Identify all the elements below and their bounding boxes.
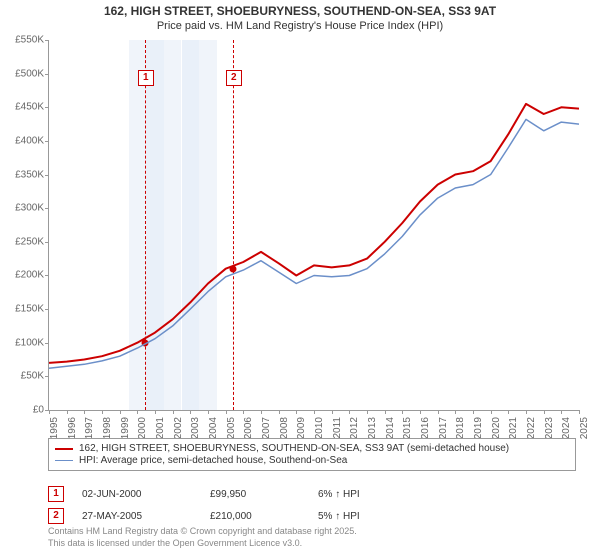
x-axis-label: 2024: [561, 417, 572, 439]
x-axis-label: 2009: [296, 417, 307, 439]
y-axis-label: £500K: [0, 68, 44, 79]
title-line-2: Price paid vs. HM Land Registry's House …: [0, 20, 600, 32]
x-axis-label: 2006: [243, 417, 254, 439]
x-axis-label: 2017: [438, 417, 449, 439]
y-axis-label: £250K: [0, 236, 44, 247]
event-index-box: 1: [48, 486, 64, 502]
x-axis-label: 2022: [526, 417, 537, 439]
x-axis-label: 2010: [314, 417, 325, 439]
legend-swatch: [55, 460, 73, 461]
x-axis-label: 1997: [84, 417, 95, 439]
y-axis-label: £300K: [0, 203, 44, 214]
chart-plot-area: 1995199619971998199920002001200220032004…: [48, 40, 579, 411]
y-axis-label: £100K: [0, 337, 44, 348]
x-axis-label: 2014: [385, 417, 396, 439]
footer-line-2: This data is licensed under the Open Gov…: [48, 538, 576, 550]
x-axis-label: 2007: [261, 417, 272, 439]
y-axis-label: £0: [0, 405, 44, 416]
event-date: 02-JUN-2000: [82, 489, 192, 500]
event-row: 2 27-MAY-2005 £210,000 5% ↑ HPI: [48, 508, 576, 524]
x-axis-label: 2000: [137, 417, 148, 439]
x-axis-label: 2025: [579, 417, 590, 439]
x-axis-label: 2021: [508, 417, 519, 439]
series-hpi: [49, 119, 579, 368]
y-axis-label: £450K: [0, 102, 44, 113]
x-axis-label: 2008: [279, 417, 290, 439]
x-axis-label: 2004: [208, 417, 219, 439]
x-axis-label: 2011: [332, 417, 343, 439]
x-axis-label: 1998: [102, 417, 113, 439]
x-axis-label: 2015: [402, 417, 413, 439]
event-row: 1 02-JUN-2000 £99,950 6% ↑ HPI: [48, 486, 576, 502]
x-axis-label: 2019: [473, 417, 484, 439]
series-price_paid: [49, 104, 579, 363]
event-pct: 6% ↑ HPI: [318, 489, 408, 500]
x-axis-label: 2002: [173, 417, 184, 439]
x-axis-label: 2016: [420, 417, 431, 439]
event-price: £210,000: [210, 511, 300, 522]
x-axis-label: 2023: [544, 417, 555, 439]
x-axis-label: 2012: [349, 417, 360, 439]
x-axis-label: 1999: [120, 417, 131, 439]
title-line-1: 162, HIGH STREET, SHOEBURYNESS, SOUTHEND…: [0, 4, 600, 18]
legend-item: 162, HIGH STREET, SHOEBURYNESS, SOUTHEND…: [55, 443, 569, 454]
legend: 162, HIGH STREET, SHOEBURYNESS, SOUTHEND…: [48, 438, 576, 471]
y-axis-label: £400K: [0, 135, 44, 146]
y-axis-label: £50K: [0, 371, 44, 382]
x-axis-label: 2018: [455, 417, 466, 439]
sale-events: 1 02-JUN-2000 £99,950 6% ↑ HPI 2 27-MAY-2005 £…: [48, 480, 576, 524]
x-axis-label: 2013: [367, 417, 378, 439]
legend-item: HPI: Average price, semi-detached house,…: [55, 455, 569, 466]
y-axis-label: £550K: [0, 35, 44, 46]
event-index-box: 2: [48, 508, 64, 524]
event-date: 27-MAY-2005: [82, 511, 192, 522]
legend-label: 162, HIGH STREET, SHOEBURYNESS, SOUTHEND…: [79, 443, 509, 454]
x-axis-label: 2005: [226, 417, 237, 439]
x-axis-label: 1995: [49, 417, 60, 439]
chart-lines: [49, 40, 579, 410]
x-axis-label: 2003: [190, 417, 201, 439]
x-axis-label: 1996: [67, 417, 78, 439]
footer-line-1: Contains HM Land Registry data © Crown c…: [48, 526, 576, 538]
y-axis-label: £350K: [0, 169, 44, 180]
y-axis-label: £150K: [0, 304, 44, 315]
legend-label: HPI: Average price, semi-detached house,…: [79, 455, 347, 466]
event-price: £99,950: [210, 489, 300, 500]
x-axis-label: 2020: [491, 417, 502, 439]
event-pct: 5% ↑ HPI: [318, 511, 408, 522]
legend-swatch: [55, 448, 73, 450]
footer-attribution: Contains HM Land Registry data © Crown c…: [48, 526, 576, 549]
y-axis-label: £200K: [0, 270, 44, 281]
x-axis-label: 2001: [155, 417, 166, 439]
